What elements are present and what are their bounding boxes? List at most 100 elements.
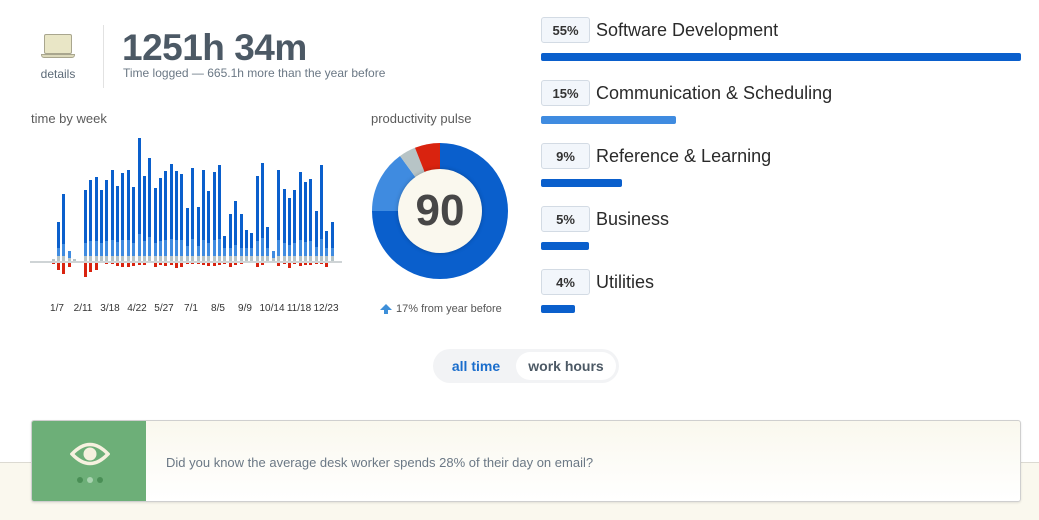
tip-dot[interactable] bbox=[77, 477, 83, 483]
total-time: 1251h 34m bbox=[122, 27, 307, 68]
week-bar[interactable] bbox=[153, 130, 157, 280]
week-bar[interactable] bbox=[277, 130, 281, 280]
week-bar[interactable] bbox=[244, 130, 248, 280]
week-bar[interactable] bbox=[137, 130, 141, 280]
week-bar[interactable] bbox=[121, 130, 125, 280]
x-tick-label: 1/7 bbox=[50, 303, 64, 314]
week-bar[interactable] bbox=[325, 130, 329, 280]
week-bar[interactable] bbox=[330, 130, 334, 280]
category-name: Reference & Learning bbox=[596, 145, 772, 166]
week-bar[interactable] bbox=[169, 130, 173, 280]
week-bar[interactable] bbox=[175, 130, 179, 280]
week-bar[interactable] bbox=[67, 130, 71, 280]
week-bar[interactable] bbox=[51, 130, 55, 280]
week-bar[interactable] bbox=[99, 130, 103, 280]
week-bar[interactable] bbox=[148, 130, 152, 280]
x-tick-label: 9/9 bbox=[238, 303, 252, 314]
week-bar[interactable] bbox=[94, 130, 98, 280]
week-bar[interactable] bbox=[191, 130, 195, 280]
category-bar bbox=[541, 179, 622, 187]
week-bar[interactable] bbox=[314, 130, 318, 280]
tip-text: Did you know the average desk worker spe… bbox=[166, 455, 594, 470]
category-percent: 15% bbox=[541, 80, 590, 106]
week-bar[interactable] bbox=[303, 130, 307, 280]
chart-baseline bbox=[30, 261, 342, 263]
up-arrow-icon bbox=[380, 304, 392, 314]
category-percent: 9% bbox=[541, 143, 590, 169]
week-bar[interactable] bbox=[212, 130, 216, 280]
x-tick-label: 4/22 bbox=[127, 303, 147, 314]
category-name: Communication & Scheduling bbox=[596, 82, 833, 103]
tip-dot-active[interactable] bbox=[87, 477, 93, 483]
time-by-week-title: time by week bbox=[31, 111, 107, 126]
week-bar[interactable] bbox=[126, 130, 130, 280]
time-range-toggle: all time work hours bbox=[433, 349, 619, 383]
week-bar[interactable] bbox=[293, 130, 297, 280]
week-bar[interactable] bbox=[164, 130, 168, 280]
week-bar[interactable] bbox=[271, 130, 275, 280]
tip-icon-panel bbox=[32, 421, 146, 501]
week-bar[interactable] bbox=[56, 130, 60, 280]
week-bar[interactable] bbox=[196, 130, 200, 280]
laptop-icon bbox=[41, 34, 75, 60]
week-bar[interactable] bbox=[261, 130, 265, 280]
week-bar[interactable] bbox=[287, 130, 291, 280]
week-bar[interactable] bbox=[218, 130, 222, 280]
category-business[interactable]: 5% Business bbox=[541, 206, 1021, 250]
week-bar[interactable] bbox=[89, 130, 93, 280]
details-label: details bbox=[40, 67, 76, 81]
eye-icon bbox=[70, 442, 110, 466]
x-tick-label: 12/23 bbox=[313, 303, 339, 314]
week-bar[interactable] bbox=[105, 130, 109, 280]
week-bar[interactable] bbox=[78, 130, 81, 280]
week-bar[interactable] bbox=[73, 130, 77, 280]
productivity-pulse-donut[interactable]: 90 bbox=[372, 143, 508, 279]
x-tick-label: 11/18 bbox=[286, 303, 312, 314]
week-bar[interactable] bbox=[207, 130, 211, 280]
week-bar[interactable] bbox=[266, 130, 270, 280]
category-name: Utilities bbox=[596, 271, 655, 292]
category-bar bbox=[541, 116, 676, 124]
week-bar[interactable] bbox=[228, 130, 232, 280]
time-by-week-chart[interactable] bbox=[30, 130, 345, 280]
week-bar[interactable] bbox=[142, 130, 146, 280]
tip-banner: Did you know the average desk worker spe… bbox=[31, 420, 1021, 502]
x-tick-label: 2/11 bbox=[73, 303, 93, 314]
week-bar[interactable] bbox=[309, 130, 313, 280]
week-bar[interactable] bbox=[255, 130, 259, 280]
details-button[interactable]: details bbox=[34, 34, 82, 81]
tip-pagination bbox=[77, 477, 103, 483]
week-bar[interactable] bbox=[201, 130, 205, 280]
all-time-tab[interactable]: all time bbox=[451, 358, 501, 374]
week-bar[interactable] bbox=[83, 130, 87, 280]
week-bar[interactable] bbox=[159, 130, 162, 280]
category-communication-scheduling[interactable]: 15% Communication & Scheduling bbox=[541, 80, 1021, 124]
week-bar[interactable] bbox=[282, 130, 286, 280]
week-bar[interactable] bbox=[298, 130, 302, 280]
pulse-score: 90 bbox=[398, 169, 482, 253]
divider bbox=[103, 25, 104, 88]
week-bar[interactable] bbox=[234, 130, 238, 280]
category-utilities[interactable]: 4% Utilities bbox=[541, 269, 1021, 313]
week-bar[interactable] bbox=[223, 130, 227, 280]
total-time-subtitle: Time logged — 665.1h more than the year … bbox=[123, 66, 386, 80]
week-bar[interactable] bbox=[250, 130, 254, 280]
week-bar[interactable] bbox=[180, 130, 184, 280]
week-bar[interactable] bbox=[110, 130, 114, 280]
x-tick-label: 3/18 bbox=[100, 303, 120, 314]
category-reference-learning[interactable]: 9% Reference & Learning bbox=[541, 143, 1021, 187]
week-bar[interactable] bbox=[116, 130, 120, 280]
pulse-change-text: 17% from year before bbox=[396, 303, 502, 315]
category-bar bbox=[541, 53, 1021, 61]
week-bar[interactable] bbox=[132, 130, 136, 280]
work-hours-tab[interactable]: work hours bbox=[516, 352, 616, 380]
week-x-axis: 1/7 2/11 3/18 4/22 5/27 7/1 8/5 9/9 10/14 11/18 12… bbox=[40, 303, 350, 317]
week-bar[interactable] bbox=[239, 130, 243, 280]
week-bar[interactable] bbox=[62, 130, 66, 280]
x-tick-label: 7/1 bbox=[184, 303, 198, 314]
week-bar[interactable] bbox=[320, 130, 324, 280]
category-software-development[interactable]: 55% Software Development bbox=[541, 17, 1021, 61]
tip-dot[interactable] bbox=[97, 477, 103, 483]
week-bar[interactable] bbox=[185, 130, 189, 280]
